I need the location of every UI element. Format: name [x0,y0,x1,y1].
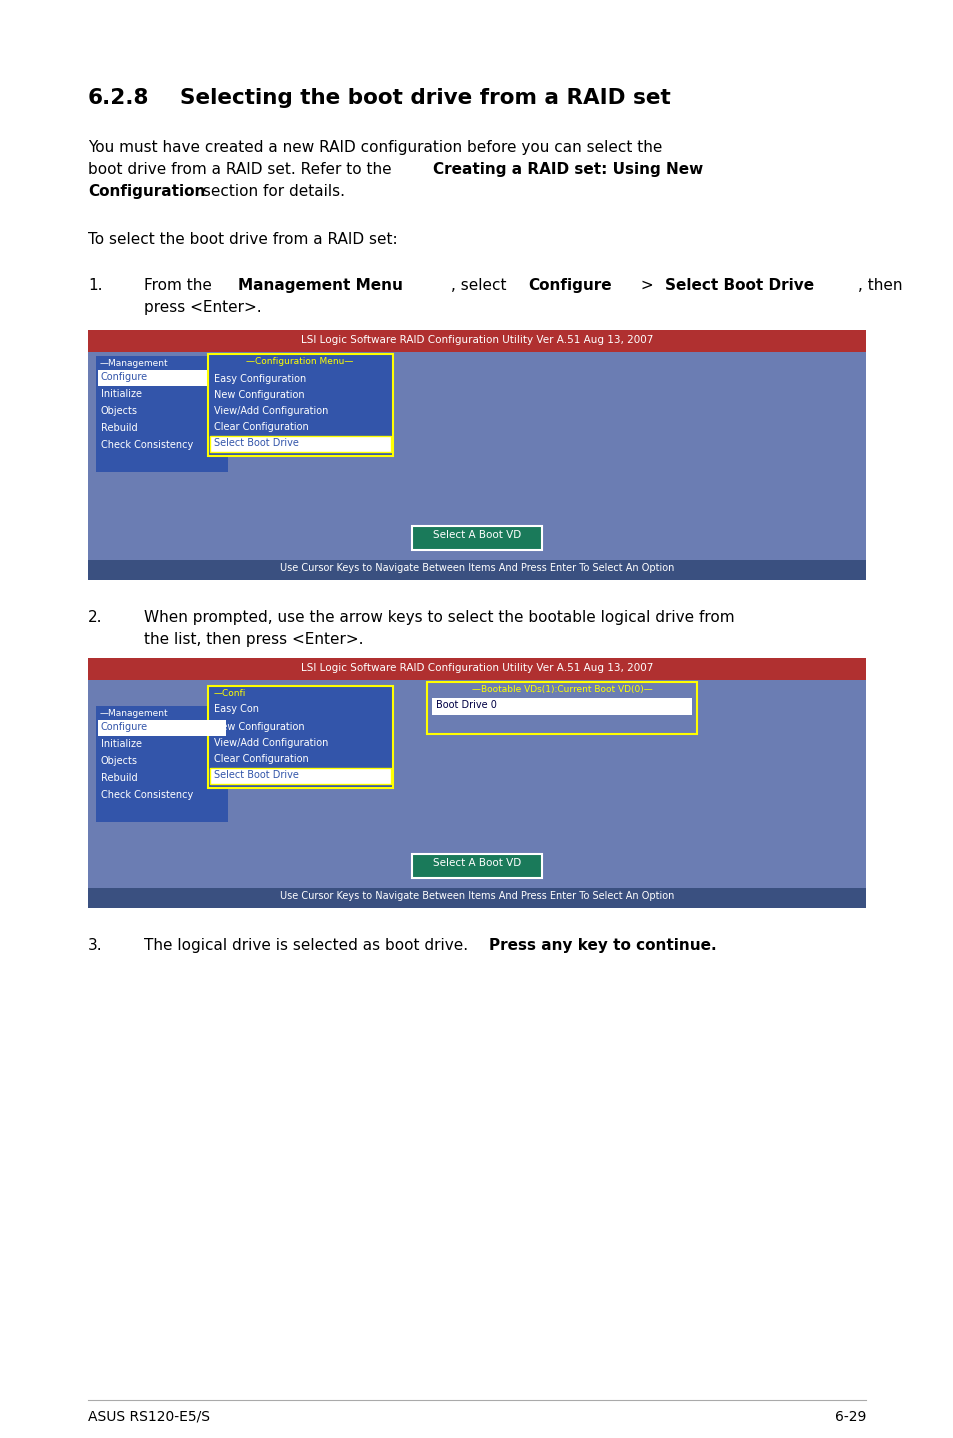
Text: Clear Configuration: Clear Configuration [213,421,309,431]
Text: Select A Boot VD: Select A Boot VD [433,531,520,541]
Bar [432,697,691,715]
Text: When prompted, use the arrow keys to select the bootable logical drive from: When prompted, use the arrow keys to sel… [144,610,734,626]
Text: section for details.: section for details. [198,184,345,198]
Text: View/Add Configuration: View/Add Configuration [213,738,328,748]
Bar [96,706,228,823]
Bar [208,354,393,456]
Bar [88,559,865,580]
Text: , then: , then [857,278,902,293]
Bar [88,889,865,907]
Text: Select Boot Drive: Select Boot Drive [213,769,298,779]
Text: Boot Drive 0: Boot Drive 0 [436,700,497,710]
Text: —Confi: —Confi [213,689,246,697]
Text: Management Menu: Management Menu [237,278,402,293]
Text: Use Cursor Keys to Navigate Between Items And Press Enter To Select An Option: Use Cursor Keys to Navigate Between Item… [279,892,674,902]
Text: View/Add Configuration: View/Add Configuration [213,406,328,416]
Text: 6-29: 6-29 [834,1411,865,1424]
Bar [98,720,226,736]
Text: —Management: —Management [100,709,169,718]
Text: Configure: Configure [101,722,148,732]
Text: Select A Boot VD: Select A Boot VD [433,858,520,869]
Text: Configure: Configure [528,278,612,293]
Text: Rebuild: Rebuild [101,774,137,784]
Bar [210,768,391,784]
Text: press <Enter>.: press <Enter>. [144,301,261,315]
Text: Creating a RAID set: Using New: Creating a RAID set: Using New [433,162,702,177]
Text: —Management: —Management [100,360,169,368]
Text: 3.: 3. [88,938,103,953]
Text: Configure: Configure [101,372,148,383]
Text: Select Boot Drive: Select Boot Drive [213,439,298,449]
Text: LSI Logic Software RAID Configuration Utility Ver A.51 Aug 13, 2007: LSI Logic Software RAID Configuration Ut… [300,335,653,345]
Text: —Bootable VDs(1):Current Boot VD(0)—: —Bootable VDs(1):Current Boot VD(0)— [471,684,652,695]
Text: To select the boot drive from a RAID set:: To select the boot drive from a RAID set… [88,232,397,247]
Text: Configuration: Configuration [88,184,205,198]
Bar [210,436,391,452]
Text: —Configuration Menu—: —Configuration Menu— [246,357,354,367]
Bar [88,329,865,352]
Text: LSI Logic Software RAID Configuration Utility Ver A.51 Aug 13, 2007: LSI Logic Software RAID Configuration Ut… [300,663,653,673]
Text: Selecting the boot drive from a RAID set: Selecting the boot drive from a RAID set [150,88,670,108]
Text: the list, then press <Enter>.: the list, then press <Enter>. [144,631,363,647]
Bar [98,370,226,385]
Text: Easy Con: Easy Con [213,705,258,715]
Text: Initialize: Initialize [101,390,142,398]
Bar [88,659,865,907]
Bar [88,659,865,680]
Text: Objects: Objects [101,406,138,416]
Text: Press any key to continue.: Press any key to continue. [489,938,716,953]
Bar [427,682,697,733]
Text: , select: , select [450,278,511,293]
Text: Rebuild: Rebuild [101,423,137,433]
Text: Use Cursor Keys to Navigate Between Items And Press Enter To Select An Option: Use Cursor Keys to Navigate Between Item… [279,564,674,572]
Text: You must have created a new RAID configuration before you can select the: You must have created a new RAID configu… [88,139,661,155]
Text: Clear Configuration: Clear Configuration [213,754,309,764]
Text: boot drive from a RAID set. Refer to the: boot drive from a RAID set. Refer to the [88,162,396,177]
Text: Check Consistency: Check Consistency [101,440,193,450]
Bar [412,854,541,879]
Text: New Configuration: New Configuration [213,722,304,732]
Bar [96,357,228,472]
Text: Objects: Objects [101,756,138,766]
Text: From the: From the [144,278,216,293]
Bar [412,526,541,549]
Text: Easy Configuration: Easy Configuration [213,374,306,384]
Text: >: > [636,278,659,293]
Bar [88,329,865,580]
Text: 1.: 1. [88,278,102,293]
Text: Select Boot Drive: Select Boot Drive [665,278,814,293]
Text: ASUS RS120-E5/S: ASUS RS120-E5/S [88,1411,210,1424]
Text: 2.: 2. [88,610,102,626]
Bar [208,686,393,788]
Text: New Configuration: New Configuration [213,390,304,400]
Text: 6.2.8: 6.2.8 [88,88,150,108]
Text: Initialize: Initialize [101,739,142,749]
Text: Check Consistency: Check Consistency [101,789,193,800]
Text: The logical drive is selected as boot drive.: The logical drive is selected as boot dr… [144,938,473,953]
